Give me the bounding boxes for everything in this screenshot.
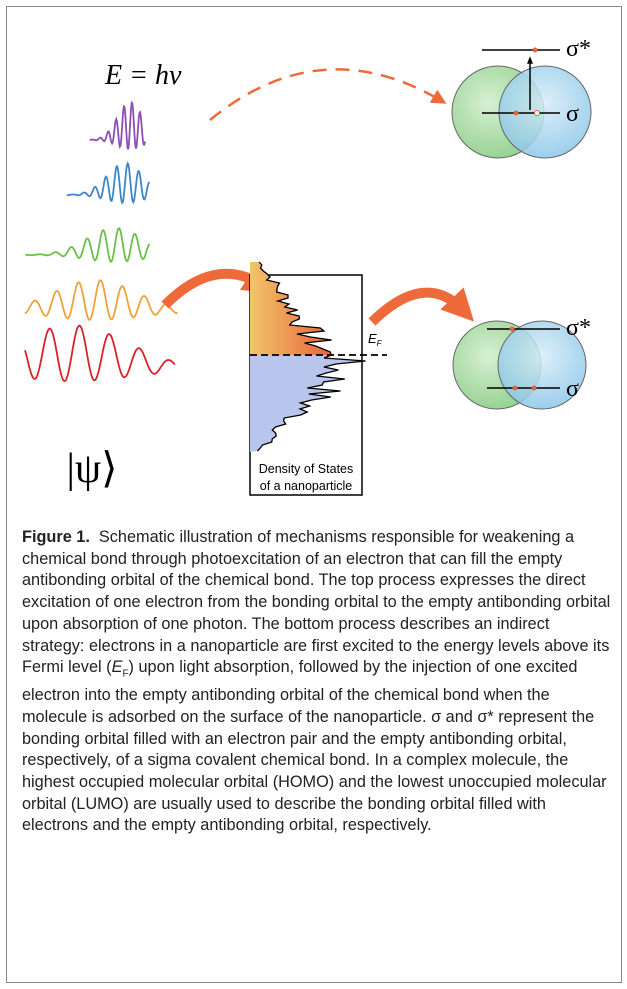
electron (512, 385, 518, 391)
occupied-states (250, 355, 366, 452)
sigma-star-label: σ* (566, 36, 591, 62)
caption-text: Schematic illustration of mechanisms res… (22, 528, 611, 677)
dos-outline (256, 261, 366, 452)
caption-text: ) upon light absorption, followed by the… (22, 658, 607, 835)
caption-subscript: F (122, 668, 129, 680)
energy-equation: E = hν (104, 60, 182, 91)
electron (532, 47, 538, 53)
caption-label: Figure 1. (22, 528, 90, 546)
wave-packet (24, 324, 176, 382)
electron (509, 326, 515, 332)
fermi-subscript: F (377, 339, 383, 348)
injection-arrow (368, 287, 475, 326)
atom-orbital (497, 320, 587, 410)
excitation-arrow (161, 262, 276, 309)
caption: Figure 1. Schematic illustration of mech… (22, 527, 614, 837)
atom-orbital (498, 65, 592, 159)
electron (531, 385, 537, 391)
figure: E = hν |ψ⟩ σ* σ σ* σ EF Density of State… (24, 36, 592, 496)
wave-packet (24, 279, 178, 321)
electron (513, 110, 519, 116)
figure-frame (6, 6, 622, 983)
wave-packet (89, 100, 146, 150)
photon-arrow (209, 68, 447, 121)
dos-label: of a nanoparticle (260, 479, 352, 493)
wavefunction: |ψ⟩ (66, 446, 117, 492)
caption-symbol: E (111, 658, 123, 677)
sigma-label: σ (566, 101, 579, 127)
wave-packet (25, 227, 151, 263)
wave-packets (24, 100, 178, 382)
fermi-label: EF (368, 331, 383, 348)
fermi-symbol: E (368, 331, 377, 346)
sigma-label: σ (566, 376, 579, 402)
dos-label: Density of States (259, 462, 354, 476)
sigma-star-label: σ* (566, 315, 591, 341)
hole (534, 110, 540, 116)
wave-packet (66, 161, 151, 205)
dos-curve (250, 261, 366, 452)
